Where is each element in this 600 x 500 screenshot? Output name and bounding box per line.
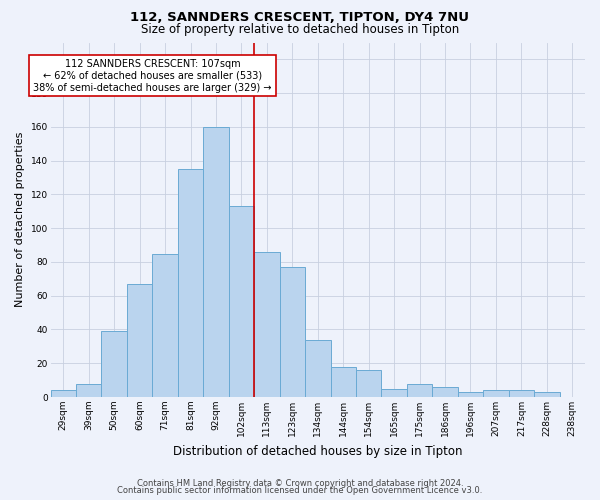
X-axis label: Distribution of detached houses by size in Tipton: Distribution of detached houses by size … (173, 444, 463, 458)
Bar (458, 392, 483, 397)
Bar (509, 390, 534, 397)
Bar (331, 366, 356, 397)
Bar (203, 127, 229, 397)
Text: 112 SANNDERS CRESCENT: 107sqm
← 62% of detached houses are smaller (533)
38% of : 112 SANNDERS CRESCENT: 107sqm ← 62% of d… (33, 60, 272, 92)
Bar (305, 340, 331, 397)
Text: Size of property relative to detached houses in Tipton: Size of property relative to detached ho… (141, 22, 459, 36)
Bar (101, 331, 127, 397)
Bar (407, 384, 433, 397)
Bar (152, 254, 178, 397)
Bar (382, 388, 407, 397)
Bar (229, 206, 254, 397)
Bar (356, 370, 382, 397)
Text: Contains public sector information licensed under the Open Government Licence v3: Contains public sector information licen… (118, 486, 482, 495)
Bar (127, 284, 152, 397)
Bar (534, 392, 560, 397)
Bar (50, 390, 76, 397)
Bar (483, 390, 509, 397)
Text: Contains HM Land Registry data © Crown copyright and database right 2024.: Contains HM Land Registry data © Crown c… (137, 478, 463, 488)
Bar (254, 252, 280, 397)
Bar (280, 267, 305, 397)
Y-axis label: Number of detached properties: Number of detached properties (15, 132, 25, 308)
Bar (76, 384, 101, 397)
Bar (178, 169, 203, 397)
Text: 112, SANNDERS CRESCENT, TIPTON, DY4 7NU: 112, SANNDERS CRESCENT, TIPTON, DY4 7NU (131, 11, 470, 24)
Bar (433, 387, 458, 397)
